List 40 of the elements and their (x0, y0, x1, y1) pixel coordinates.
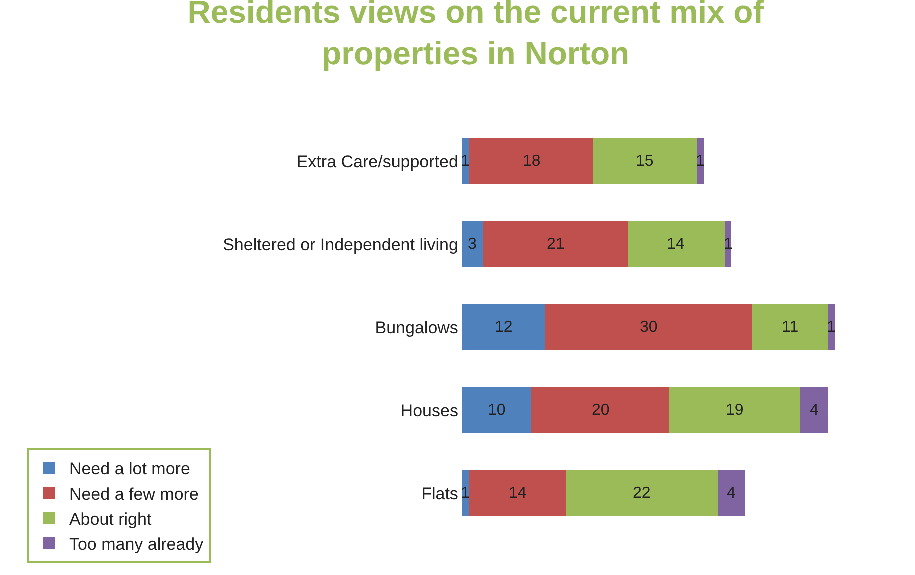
bar (469, 470, 566, 516)
data-label: 19 (726, 402, 744, 419)
legend-label: Too many already (69, 534, 204, 554)
y-tick-label: Extra Care/supported (296, 152, 458, 172)
bar (532, 388, 670, 434)
y-tick-label: Houses (400, 401, 458, 420)
bar (594, 138, 698, 184)
bar (566, 470, 718, 516)
data-label: 10 (488, 402, 506, 419)
bar (800, 388, 828, 434)
data-label: 18 (523, 153, 541, 170)
data-label: 30 (640, 319, 658, 336)
y-tick-label: Flats (422, 484, 458, 504)
data-label: 14 (667, 236, 685, 253)
y-tick-label: Bungalows (375, 318, 458, 338)
data-label: 12 (495, 319, 513, 336)
bar (462, 222, 484, 268)
bar (483, 222, 628, 268)
chart-title: Residents views on the current mix of properties in Norton (188, 0, 764, 72)
bar (628, 222, 725, 268)
bar (670, 388, 801, 434)
data-label: 4 (810, 402, 819, 419)
bar (752, 304, 828, 350)
bar (462, 388, 532, 434)
legend-label: Need a few more (69, 484, 199, 504)
bar (545, 304, 752, 350)
data-label: 14 (509, 485, 527, 502)
legend-label: About right (69, 510, 152, 529)
data-label: 11 (782, 319, 799, 336)
data-label: 20 (592, 402, 610, 419)
legend-label: Need a lot more (69, 460, 190, 479)
data-label: 4 (727, 485, 736, 502)
data-label: 15 (636, 153, 654, 170)
data-label: 22 (633, 485, 651, 502)
bar (462, 304, 546, 350)
data-label: 21 (547, 236, 565, 253)
bar (718, 470, 746, 516)
bar (469, 138, 594, 184)
data-label: 3 (468, 236, 477, 253)
y-tick-label: Sheltered or Independent living (223, 235, 458, 254)
